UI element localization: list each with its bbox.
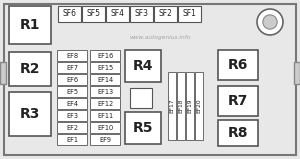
Text: R5: R5	[133, 121, 153, 135]
Bar	[195, 72, 203, 140]
Text: EF12: EF12	[97, 100, 113, 107]
Text: SF5: SF5	[86, 10, 100, 18]
Bar	[218, 86, 258, 116]
Text: EF14: EF14	[97, 76, 113, 83]
Text: EF2: EF2	[66, 124, 78, 131]
Bar	[294, 62, 300, 84]
Text: EF4: EF4	[66, 100, 78, 107]
Bar	[90, 134, 120, 145]
Bar	[90, 86, 120, 97]
Bar	[90, 62, 120, 73]
Bar	[9, 92, 51, 136]
Circle shape	[257, 9, 283, 35]
Bar	[9, 6, 51, 44]
Text: EF16: EF16	[97, 52, 113, 59]
Text: EF10: EF10	[97, 124, 113, 131]
Bar	[168, 72, 176, 140]
Bar	[90, 122, 120, 133]
Text: SF3: SF3	[134, 10, 148, 18]
Bar	[57, 86, 87, 97]
Text: EF19: EF19	[188, 99, 193, 113]
Bar	[186, 72, 194, 140]
Bar	[177, 72, 185, 140]
Text: R2: R2	[20, 62, 40, 76]
Text: www.autogenius.info: www.autogenius.info	[129, 35, 191, 41]
Text: EF3: EF3	[66, 113, 78, 118]
Text: EF7: EF7	[66, 65, 78, 70]
Text: EF11: EF11	[97, 113, 113, 118]
Text: R6: R6	[228, 58, 248, 72]
Bar	[218, 50, 258, 80]
Text: EF18: EF18	[178, 99, 184, 113]
Bar	[58, 6, 81, 22]
Bar	[57, 74, 87, 85]
Bar	[57, 62, 87, 73]
Text: R3: R3	[20, 107, 40, 121]
Bar	[90, 110, 120, 121]
Text: SF4: SF4	[110, 10, 124, 18]
Text: R4: R4	[133, 59, 153, 73]
Circle shape	[263, 15, 277, 29]
Text: EF20: EF20	[196, 99, 202, 113]
Bar	[82, 6, 105, 22]
Bar	[178, 6, 201, 22]
Bar	[57, 50, 87, 61]
Bar	[57, 110, 87, 121]
Bar	[0, 62, 6, 84]
Text: EF9: EF9	[99, 136, 111, 142]
Bar	[218, 120, 258, 146]
Text: R8: R8	[228, 126, 248, 140]
Text: SF1: SF1	[183, 10, 196, 18]
Bar	[106, 6, 129, 22]
Bar	[57, 122, 87, 133]
Bar	[130, 6, 153, 22]
Text: EF6: EF6	[66, 76, 78, 83]
Text: EF15: EF15	[97, 65, 113, 70]
Bar	[57, 98, 87, 109]
Bar	[57, 134, 87, 145]
Text: SF6: SF6	[62, 10, 76, 18]
Text: R7: R7	[228, 94, 248, 108]
Bar	[90, 98, 120, 109]
Bar	[154, 6, 177, 22]
Text: EF17: EF17	[169, 99, 175, 113]
Text: SF2: SF2	[159, 10, 172, 18]
Bar	[9, 52, 51, 86]
Bar	[130, 88, 152, 108]
Bar	[125, 50, 161, 82]
Text: EF1: EF1	[66, 136, 78, 142]
Bar	[90, 74, 120, 85]
Bar	[90, 50, 120, 61]
Text: R1: R1	[20, 18, 40, 32]
Text: EF8: EF8	[66, 52, 78, 59]
Text: EF13: EF13	[97, 89, 113, 94]
Bar	[125, 112, 161, 144]
Text: EF5: EF5	[66, 89, 78, 94]
